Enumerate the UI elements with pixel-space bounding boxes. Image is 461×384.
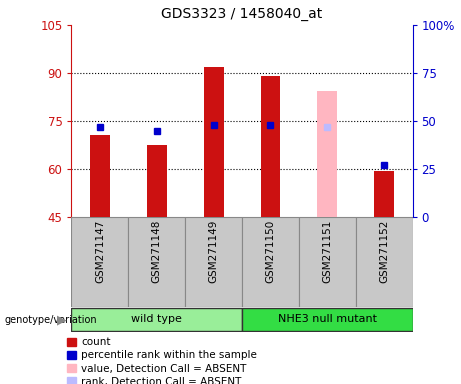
Bar <box>204 66 224 217</box>
Bar <box>356 217 413 307</box>
Bar <box>260 76 280 217</box>
Text: wild type: wild type <box>131 314 182 324</box>
Bar <box>147 145 167 217</box>
Bar <box>374 170 394 217</box>
Bar <box>90 136 110 217</box>
Bar <box>242 308 413 331</box>
Text: GSM271150: GSM271150 <box>266 220 276 283</box>
Bar <box>299 217 356 307</box>
Bar <box>185 217 242 307</box>
Text: NHE3 null mutant: NHE3 null mutant <box>278 314 377 324</box>
Title: GDS3323 / 1458040_at: GDS3323 / 1458040_at <box>161 7 323 21</box>
Text: genotype/variation: genotype/variation <box>5 314 97 325</box>
Text: ▶: ▶ <box>57 313 67 326</box>
Text: GSM271152: GSM271152 <box>379 220 389 283</box>
Bar <box>128 217 185 307</box>
Bar <box>71 217 128 307</box>
Text: GSM271148: GSM271148 <box>152 220 162 283</box>
Bar <box>317 91 337 217</box>
Text: GSM271151: GSM271151 <box>322 220 332 283</box>
Bar <box>242 217 299 307</box>
Text: GSM271149: GSM271149 <box>208 220 219 283</box>
Bar <box>71 308 242 331</box>
Legend: count, percentile rank within the sample, value, Detection Call = ABSENT, rank, : count, percentile rank within the sample… <box>67 338 257 384</box>
Text: GSM271147: GSM271147 <box>95 220 105 283</box>
